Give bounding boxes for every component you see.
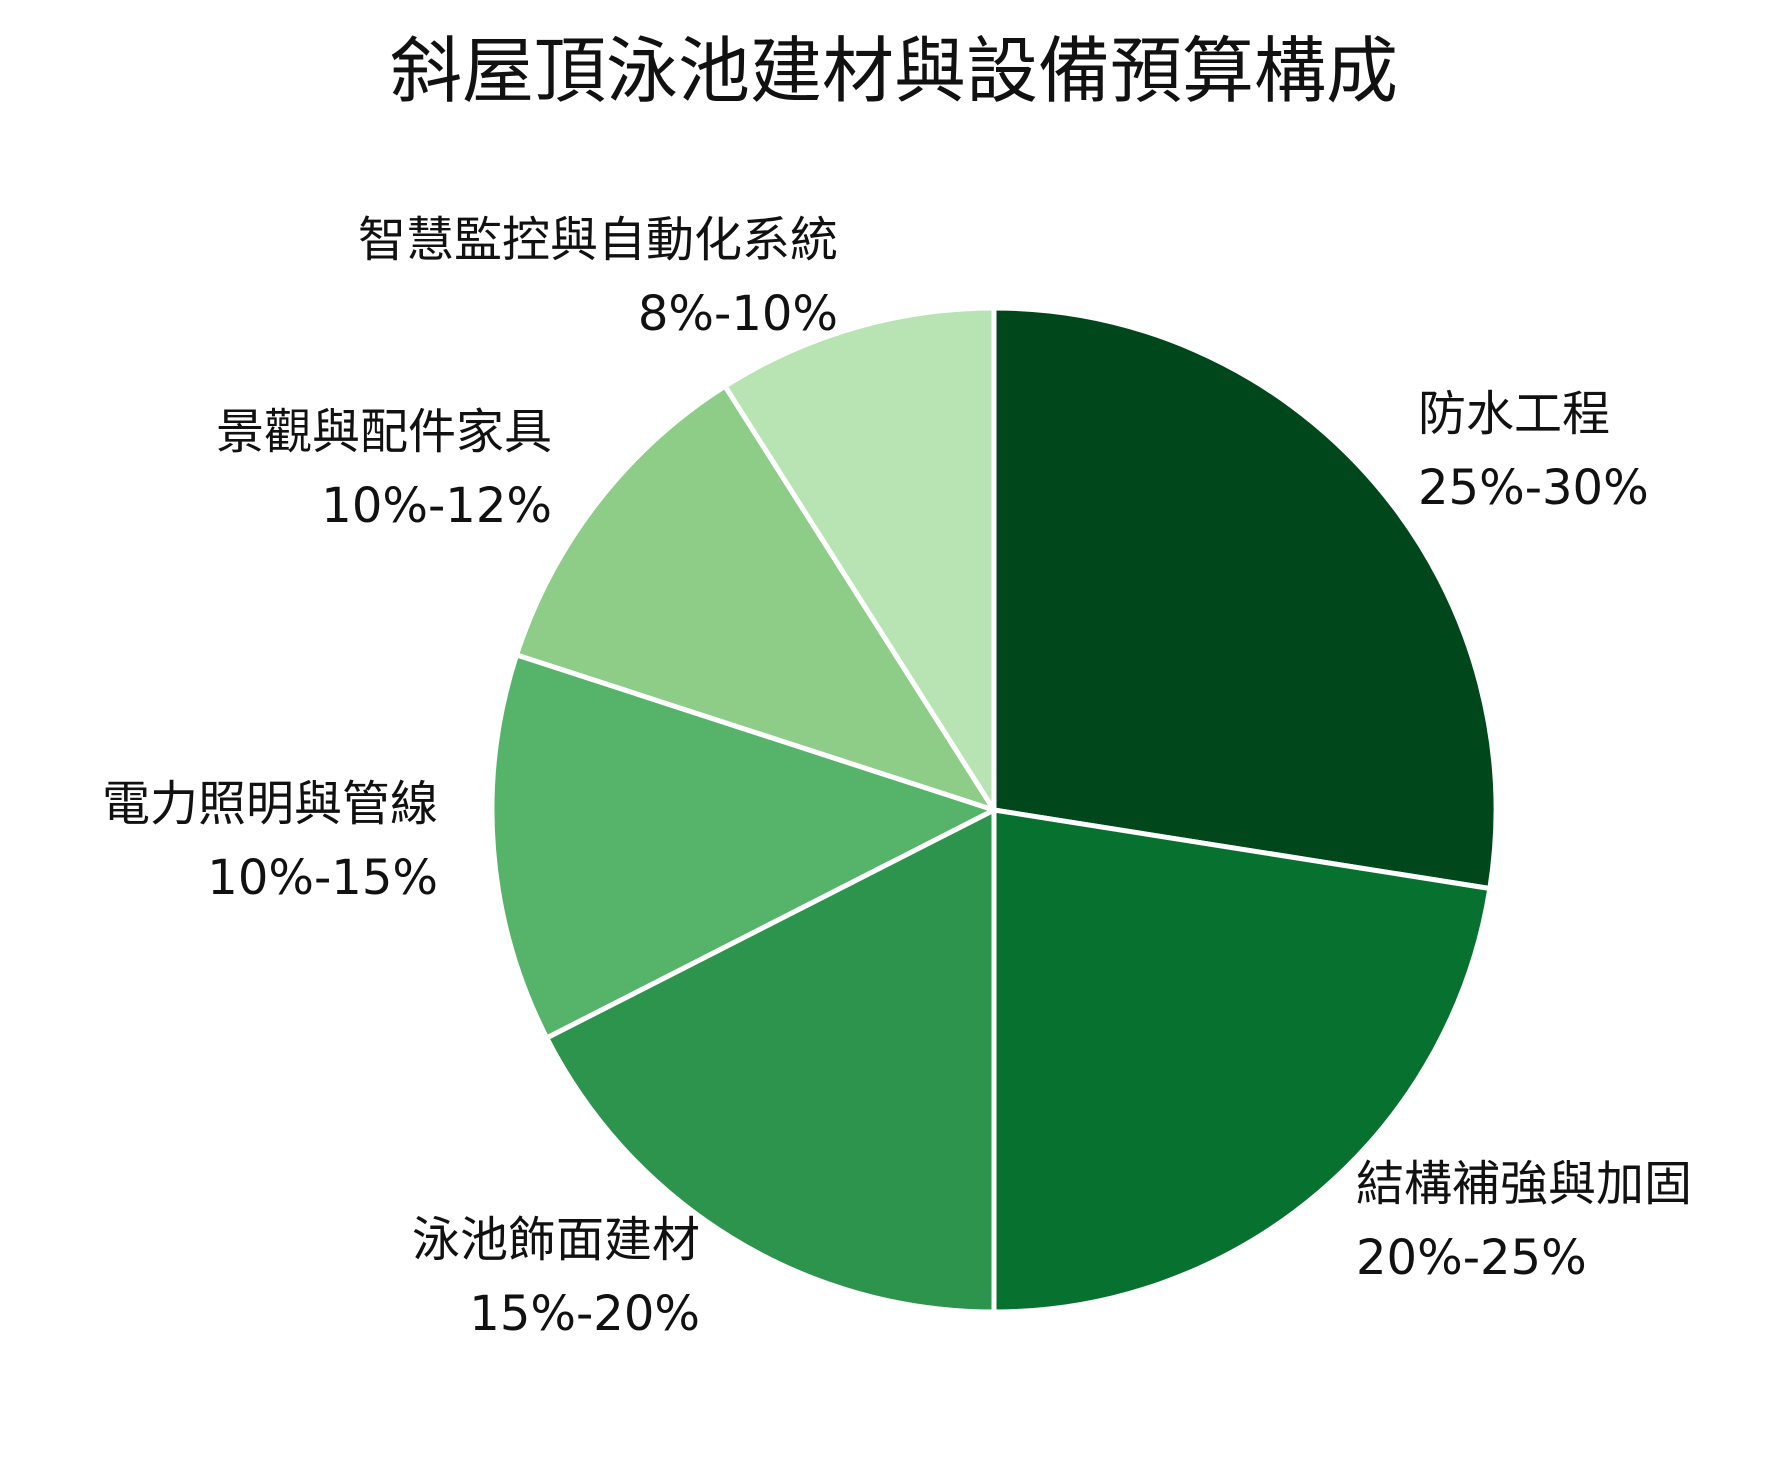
slice-label-name-5: 景觀與配件家具	[216, 404, 552, 460]
pie-slice-5	[514, 383, 997, 813]
slice-label-name-6: 智慧監控與自動化系統	[358, 212, 838, 268]
slice-label-range-3: 15%-20%	[469, 1286, 700, 1342]
slice-label-name-2: 結構補強與加固	[1356, 1156, 1692, 1212]
slice-label-range-6: 8%-10%	[638, 286, 838, 342]
slice-label-name-4: 電力照明與管線	[102, 776, 438, 832]
pie-slice-1	[991, 305, 1499, 892]
slice-label-name-1: 防水工程	[1418, 386, 1610, 442]
pie-slice-2	[991, 807, 1493, 1315]
slice-label-name-3: 泳池飾面建材	[412, 1212, 700, 1268]
pie-slice-3	[544, 807, 997, 1315]
slice-label-range-5: 10%-12%	[321, 478, 552, 534]
slice-label-range-1: 25%-30%	[1418, 460, 1649, 516]
slices-layer	[489, 305, 1499, 1315]
pie-slice-6	[722, 305, 997, 813]
pie-slice-4	[489, 652, 997, 1041]
slice-label-range-4: 10%-15%	[207, 850, 438, 906]
chart-title: 斜屋頂泳池建材與設備預算構成	[390, 29, 1398, 113]
slice-label-range-2: 20%-25%	[1356, 1230, 1587, 1286]
labels-layer: 防水工程 25%-30% 結構補強與加固 20%-25% 泳池飾面建材 15%-20% 電力…	[102, 212, 1692, 1342]
